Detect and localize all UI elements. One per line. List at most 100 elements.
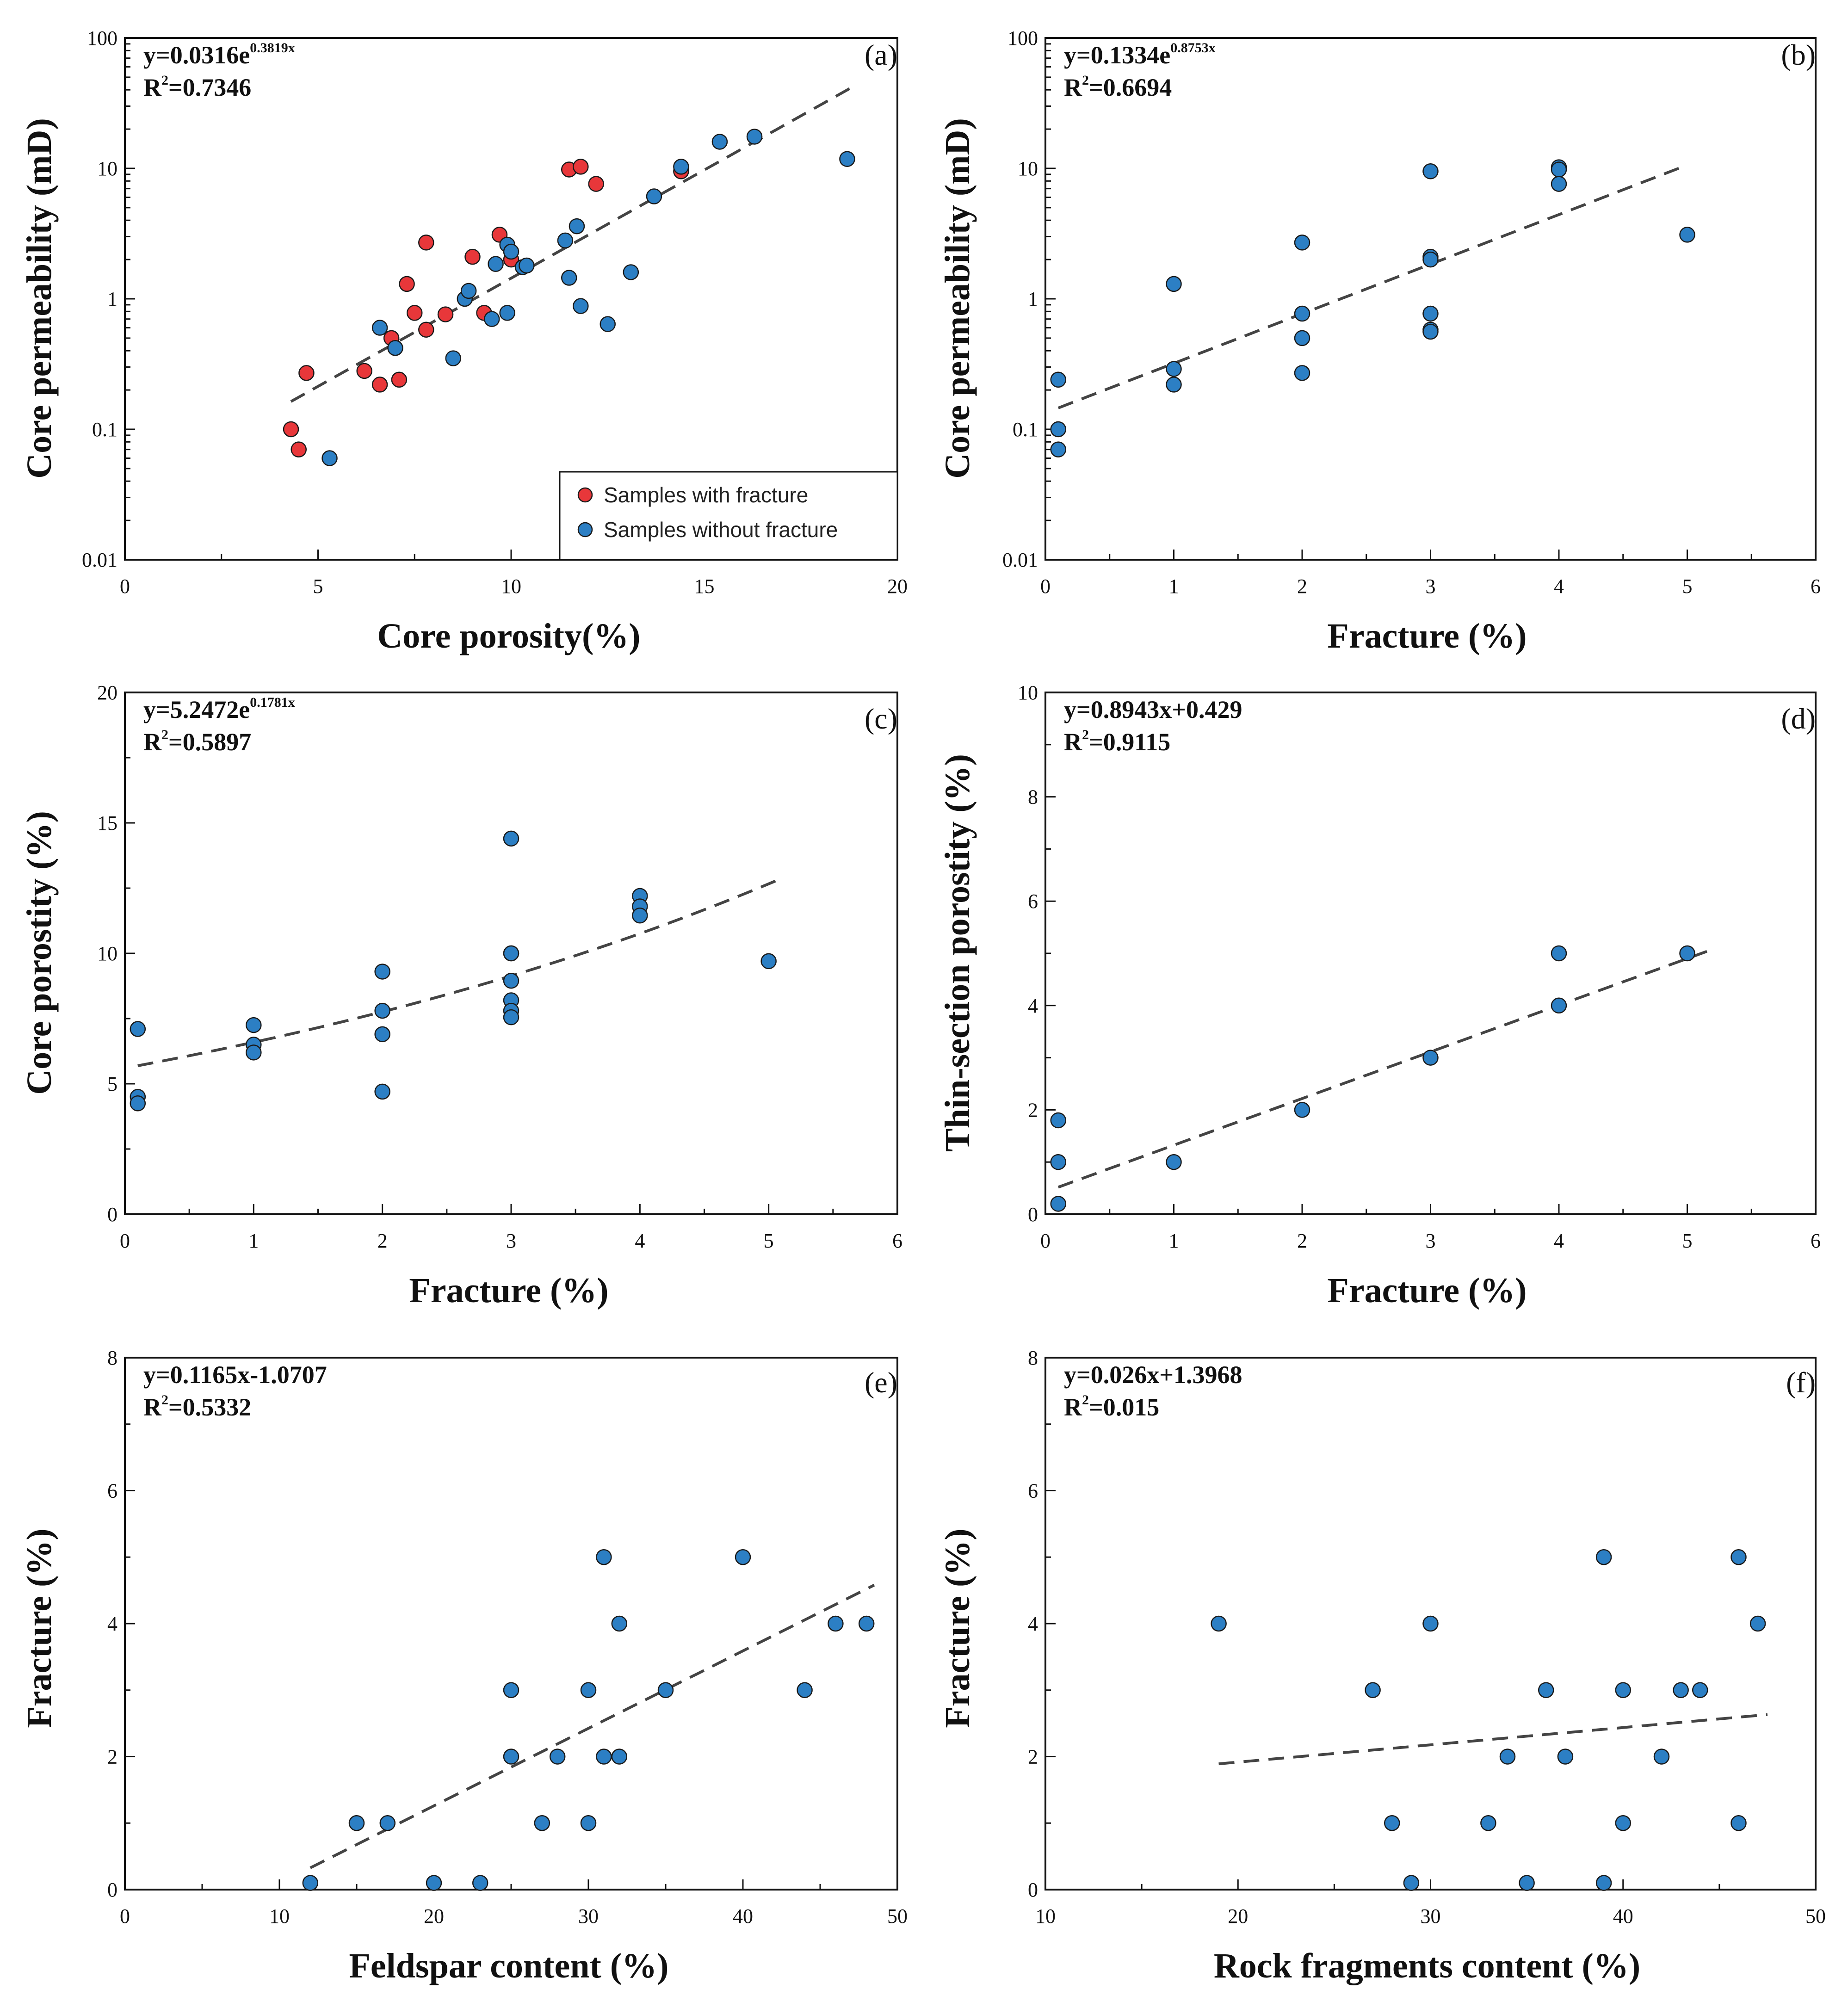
x-tick-label-d: 3	[1426, 1230, 1436, 1252]
x-tick-label-c: 0	[120, 1230, 130, 1252]
data-point-c-s0	[374, 964, 390, 980]
y-tick-label-a: 0.01	[82, 549, 117, 571]
data-point-c-s0	[632, 907, 648, 924]
x-tick-label-f: 20	[1228, 1905, 1248, 1928]
data-point-a-s0	[588, 176, 604, 192]
data-point-b-s0	[1422, 323, 1439, 340]
x-tick-label-f: 40	[1613, 1905, 1633, 1928]
y-tick-label-f: 2	[1028, 1746, 1038, 1768]
data-point-c-s0	[374, 1002, 390, 1019]
trend-line-e	[309, 1584, 875, 1869]
data-point-f-s0	[1499, 1749, 1516, 1765]
data-point-a-s1	[600, 316, 616, 332]
y-tick-label-c: 5	[107, 1073, 117, 1095]
x-tick-label-d: 2	[1297, 1230, 1307, 1252]
x-tick-label-f: 30	[1421, 1905, 1441, 1928]
data-point-a-s1	[484, 311, 500, 327]
data-point-b-s0	[1050, 371, 1066, 388]
data-point-d-s0	[1050, 1196, 1066, 1212]
x-tick-label-e: 50	[887, 1905, 908, 1928]
data-point-f-s0	[1731, 1549, 1747, 1565]
data-point-e-s0	[302, 1875, 319, 1891]
panel-label-d: (d)	[1781, 702, 1816, 735]
data-point-a-s0	[464, 248, 481, 265]
data-point-f-s0	[1403, 1875, 1420, 1891]
panel-label-e: (e)	[865, 1366, 897, 1399]
r2-text-b: R2=0.6694	[1064, 73, 1172, 101]
equation-text-a: y=0.0316e0.3819x	[143, 40, 295, 69]
data-point-a-s1	[488, 256, 504, 272]
data-point-e-s0	[348, 1815, 365, 1831]
y-axis-title-b: Core permeability (mD)	[938, 118, 977, 478]
data-point-e-s0	[472, 1875, 488, 1891]
data-point-b-s0	[1294, 330, 1310, 346]
x-tick-label-b: 3	[1426, 575, 1436, 598]
data-point-e-s0	[379, 1815, 396, 1831]
data-point-f-s0	[1365, 1682, 1381, 1698]
data-point-a-s1	[561, 270, 577, 286]
data-point-a-s0	[407, 305, 423, 321]
data-point-f-s0	[1615, 1682, 1631, 1698]
data-point-e-s0	[611, 1615, 628, 1632]
x-tick-label-d: 5	[1682, 1230, 1693, 1252]
panel-e: y=0.1165x-1.0707 R2=0.5332 (e) Feldspar …	[20, 1347, 908, 1985]
x-tick-label-b: 5	[1682, 575, 1693, 598]
data-point-d-s0	[1050, 1112, 1066, 1129]
plot-frame-e	[124, 1357, 898, 1891]
data-point-b-s0	[1050, 441, 1066, 457]
equation-text-d: y=0.8943x+0.429	[1064, 696, 1242, 723]
x-tick-label-a: 20	[887, 575, 908, 598]
x-axis-title-c: Fracture (%)	[409, 1271, 608, 1310]
data-point-d-s0	[1551, 997, 1567, 1014]
data-point-a-s1	[519, 257, 535, 274]
x-tick-label-b: 6	[1811, 575, 1821, 598]
panel-label-c: (c)	[865, 702, 897, 735]
x-axis-title-a: Core porosity(%)	[377, 617, 640, 655]
trend-line-c	[137, 877, 782, 1067]
data-point-e-s0	[797, 1682, 813, 1698]
data-point-a-s0	[371, 377, 388, 393]
data-point-f-s0	[1384, 1815, 1400, 1831]
data-point-e-s0	[580, 1815, 597, 1831]
y-tick-label-f: 0	[1028, 1878, 1038, 1901]
x-tick-label-a: 15	[694, 575, 715, 598]
r2-text-e: R2=0.5332	[143, 1392, 251, 1421]
data-point-c-s0	[503, 972, 519, 989]
data-point-f-s0	[1422, 1615, 1439, 1632]
data-point-a-s1	[746, 129, 763, 145]
y-tick-label-b: 100	[1007, 27, 1038, 49]
y-tick-label-c: 20	[97, 681, 117, 704]
r2-text-c: R2=0.5897	[143, 727, 251, 756]
data-point-c-s0	[246, 1044, 262, 1061]
y-tick-label-d: 6	[1028, 890, 1038, 913]
data-point-c-s0	[130, 1095, 146, 1112]
panel-label-f: (f)	[1786, 1366, 1816, 1399]
x-tick-label-a: 0	[120, 575, 130, 598]
data-point-c-s0	[246, 1017, 262, 1033]
legend-box	[559, 471, 898, 561]
data-point-e-s0	[503, 1682, 519, 1698]
y-tick-label-e: 4	[107, 1613, 117, 1635]
panel-a: y=0.0316e0.3819x R2=0.7346 (a) Core poro…	[20, 27, 908, 655]
data-point-f-s0	[1653, 1749, 1670, 1765]
data-point-a-s1	[557, 232, 574, 249]
r2-text-f: R2=0.015	[1064, 1392, 1159, 1421]
panel-b: y=0.1334e0.8753x R2=0.6694 (b) Fracture …	[938, 27, 1821, 655]
data-point-b-s0	[1050, 421, 1066, 438]
data-point-a-s0	[573, 159, 589, 175]
data-point-a-s1	[573, 298, 589, 314]
panel-f: y=0.026x+1.3968 R2=0.015 (f) Rock fragme…	[938, 1347, 1826, 1985]
data-point-a-s1	[569, 218, 585, 235]
x-tick-label-d: 6	[1811, 1230, 1821, 1252]
x-tick-label-d: 1	[1169, 1230, 1179, 1252]
data-point-c-s0	[760, 953, 777, 970]
data-point-e-s0	[611, 1749, 628, 1765]
y-tick-label-a: 1	[107, 288, 117, 310]
data-point-a-s1	[387, 340, 403, 356]
data-point-a-s1	[711, 134, 728, 150]
x-axis-title-b: Fracture (%)	[1327, 617, 1527, 655]
data-point-f-s0	[1211, 1615, 1227, 1632]
y-tick-label-d: 0	[1028, 1203, 1038, 1226]
data-point-a-s1	[460, 283, 477, 299]
data-point-a-s1	[321, 450, 338, 466]
